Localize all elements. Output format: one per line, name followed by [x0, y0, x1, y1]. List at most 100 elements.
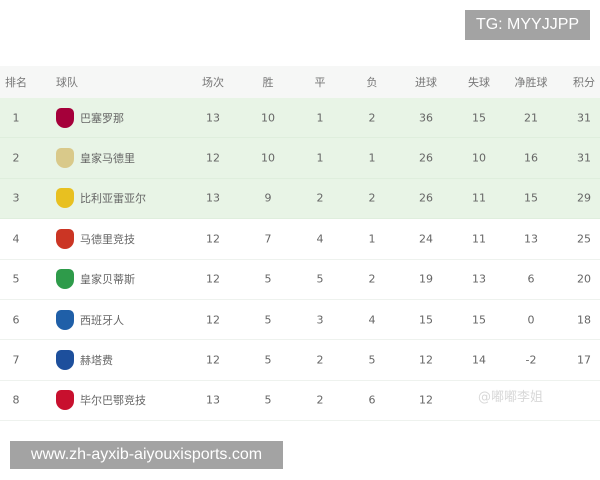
drawn: 2 [316, 191, 324, 205]
goal-diff: 13 [524, 232, 538, 246]
team-name: 比利亚雷亚尔 [80, 192, 146, 206]
rank: 5 [12, 272, 20, 286]
rank: 1 [12, 111, 20, 125]
played: 12 [206, 313, 220, 327]
points: 29 [577, 191, 591, 205]
team-name: 皇家马德里 [80, 152, 135, 166]
lost: 1 [368, 232, 376, 246]
won: 7 [264, 232, 272, 246]
header-points: 积分 [573, 76, 595, 89]
team-name: 巴塞罗那 [80, 111, 124, 125]
points: 25 [577, 232, 591, 246]
tg-watermark: TG: MYYJJPP [465, 10, 590, 40]
drawn: 2 [316, 393, 324, 407]
goals-against: 14 [472, 353, 486, 367]
goals-for: 36 [419, 111, 433, 125]
points: 17 [577, 353, 591, 367]
url-watermark: www.zh-ayxib-aiyouxisports.com [10, 441, 283, 469]
team-name: 西班牙人 [80, 313, 124, 327]
table-row[interactable]: 8 毕尔巴鄂竞技 13 5 2 6 12 [0, 381, 600, 422]
won: 9 [264, 191, 272, 205]
lost: 1 [368, 151, 376, 165]
header-played: 场次 [202, 76, 224, 89]
goal-diff: 0 [527, 313, 535, 327]
header-goals-against: 失球 [468, 76, 490, 89]
goal-diff: 16 [524, 151, 538, 165]
real-betis-crest-icon [56, 269, 74, 290]
table-row[interactable]: 7 赫塔费 12 5 2 5 12 14 -2 17 [0, 340, 600, 381]
table-row[interactable]: 1 巴塞罗那 13 10 1 2 36 15 21 31 [0, 98, 600, 139]
played: 12 [206, 272, 220, 286]
team-cell[interactable]: 毕尔巴鄂竞技 [56, 390, 146, 411]
lost: 2 [368, 111, 376, 125]
rank: 4 [12, 232, 20, 246]
goals-for: 15 [419, 313, 433, 327]
table-row[interactable]: 4 马德里竞技 12 7 4 1 24 11 13 25 [0, 219, 600, 260]
villarreal-crest-icon [56, 188, 74, 209]
goal-diff: 15 [524, 191, 538, 205]
team-cell[interactable]: 西班牙人 [56, 309, 124, 330]
rank: 6 [12, 313, 20, 327]
goals-for: 12 [419, 353, 433, 367]
rank: 8 [12, 393, 20, 407]
played: 12 [206, 353, 220, 367]
won: 5 [264, 393, 272, 407]
goals-against: 15 [472, 313, 486, 327]
team-cell[interactable]: 皇家贝蒂斯 [56, 269, 135, 290]
won: 5 [264, 353, 272, 367]
header-team: 球队 [56, 76, 78, 89]
getafe-crest-icon [56, 350, 74, 371]
won: 10 [261, 151, 275, 165]
team-name: 马德里竞技 [80, 232, 135, 246]
header-lost: 负 [366, 76, 378, 89]
athletic-bilbao-crest-icon [56, 390, 74, 411]
goals-against: 11 [472, 191, 486, 205]
goal-diff: 21 [524, 111, 538, 125]
team-cell[interactable]: 巴塞罗那 [56, 107, 124, 128]
weibo-watermark: @嘟嘟李姐 [478, 390, 544, 405]
standings-table: 排名 球队 场次 胜 平 负 进球 失球 净胜球 积分 1 巴塞罗那 13 10 1 2… [0, 66, 600, 422]
team-name: 毕尔巴鄂竞技 [80, 394, 146, 408]
table-row[interactable]: 6 西班牙人 12 5 3 4 15 15 0 18 [0, 300, 600, 341]
table-row[interactable]: 2 皇家马德里 12 10 1 1 26 10 16 31 [0, 138, 600, 179]
header-won: 胜 [262, 76, 274, 89]
goals-against: 11 [472, 232, 486, 246]
team-name: 赫塔费 [80, 354, 113, 368]
lost: 6 [368, 393, 376, 407]
goals-for: 19 [419, 272, 433, 286]
drawn: 1 [316, 151, 324, 165]
table-row[interactable]: 3 比利亚雷亚尔 13 9 2 2 26 11 15 29 [0, 178, 600, 220]
goals-against: 10 [472, 151, 486, 165]
team-cell[interactable]: 比利亚雷亚尔 [56, 188, 146, 209]
team-cell[interactable]: 赫塔费 [56, 350, 113, 371]
won: 10 [261, 111, 275, 125]
played: 12 [206, 232, 220, 246]
espanyol-crest-icon [56, 309, 74, 330]
won: 5 [264, 272, 272, 286]
header-goal-diff: 净胜球 [514, 76, 548, 89]
drawn: 1 [316, 111, 324, 125]
lost: 2 [368, 272, 376, 286]
goals-for: 24 [419, 232, 433, 246]
played: 13 [206, 191, 220, 205]
team-cell[interactable]: 马德里竞技 [56, 228, 135, 249]
header-drawn: 平 [314, 76, 326, 89]
goals-against: 13 [472, 272, 486, 286]
header-rank: 排名 [5, 76, 27, 89]
drawn: 2 [316, 353, 324, 367]
team-cell[interactable]: 皇家马德里 [56, 148, 135, 169]
table-row[interactable]: 5 皇家贝蒂斯 12 5 5 2 19 13 6 20 [0, 260, 600, 300]
real-madrid-crest-icon [56, 148, 74, 169]
points: 31 [577, 111, 591, 125]
goal-diff: 6 [527, 272, 535, 286]
goals-for: 12 [419, 393, 433, 407]
rank: 3 [12, 191, 20, 205]
goals-against: 15 [472, 111, 486, 125]
atletico-madrid-crest-icon [56, 228, 74, 249]
points: 20 [577, 272, 591, 286]
lost: 2 [368, 191, 376, 205]
goals-for: 26 [419, 191, 433, 205]
drawn: 3 [316, 313, 324, 327]
goals-for: 26 [419, 151, 433, 165]
barcelona-crest-icon [56, 107, 74, 128]
